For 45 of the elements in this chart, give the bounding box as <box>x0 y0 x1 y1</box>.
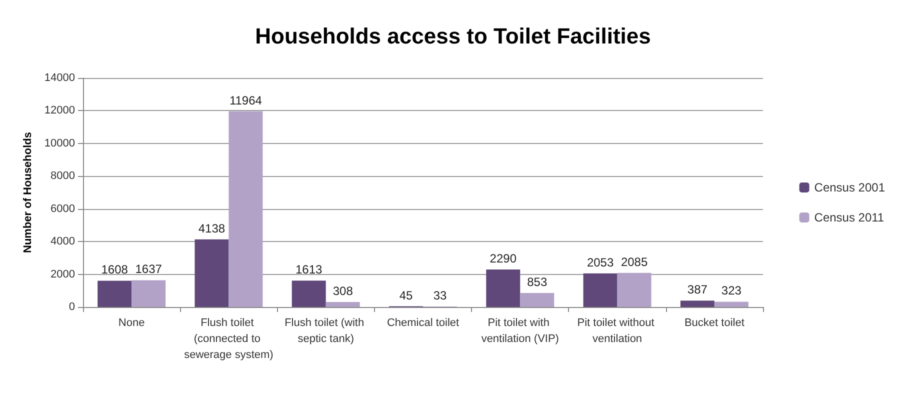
data-label: 1608 <box>101 262 128 277</box>
y-tick-label: 4000 <box>50 236 75 248</box>
y-tick-label: 14000 <box>44 72 75 84</box>
data-label: 11964 <box>229 93 262 108</box>
data-label: 1613 <box>296 262 323 277</box>
bar <box>583 273 618 307</box>
y-tick-label: 6000 <box>50 202 75 215</box>
bar <box>617 272 652 307</box>
x-tick-label: Chemical toilet <box>386 317 460 329</box>
data-label: 853 <box>527 275 548 290</box>
data-label: 4138 <box>198 221 226 236</box>
legend-label: Census 2011 <box>814 210 884 224</box>
data-label: 2085 <box>620 254 648 269</box>
bar <box>194 239 229 307</box>
x-tick-label: Flush toilet (connected to sewerage system) <box>184 317 274 361</box>
x-tick-label: Flush toilet (with septic tank) <box>284 317 368 345</box>
data-label: 45 <box>399 288 413 302</box>
y-tick-label: 10000 <box>44 137 75 150</box>
data-label: 2290 <box>490 252 517 266</box>
data-label: 33 <box>433 288 447 302</box>
data-label: 323 <box>721 284 742 298</box>
x-tick-label: Pit toilet without ventilation <box>577 317 658 345</box>
bar <box>98 280 132 307</box>
chart-title: Households access to Toilet Facilities <box>255 24 651 48</box>
x-tick-label: Bucket toilet <box>684 317 744 329</box>
bar <box>228 111 263 307</box>
y-tick-label: 8000 <box>50 170 75 182</box>
bar <box>132 280 166 307</box>
bar <box>680 300 714 307</box>
bar <box>292 280 326 307</box>
data-label: 2053 <box>586 255 614 270</box>
data-label: 387 <box>687 282 708 297</box>
data-label: 308 <box>332 284 354 298</box>
legend-label: Census 2001 <box>814 180 886 194</box>
y-axis-title: Number of Households <box>22 132 34 254</box>
y-tick-label: 2000 <box>50 268 75 280</box>
x-tick-label: None <box>118 317 145 329</box>
data-label: 1637 <box>135 262 162 276</box>
bar <box>520 293 554 307</box>
bar <box>486 270 520 307</box>
y-tick-label: 0 <box>68 301 75 313</box>
bar <box>326 302 360 307</box>
x-tick-label: Pit toilet with ventilation (VIP) <box>481 317 559 345</box>
bar <box>714 302 748 307</box>
y-tick-label: 12000 <box>44 104 75 117</box>
